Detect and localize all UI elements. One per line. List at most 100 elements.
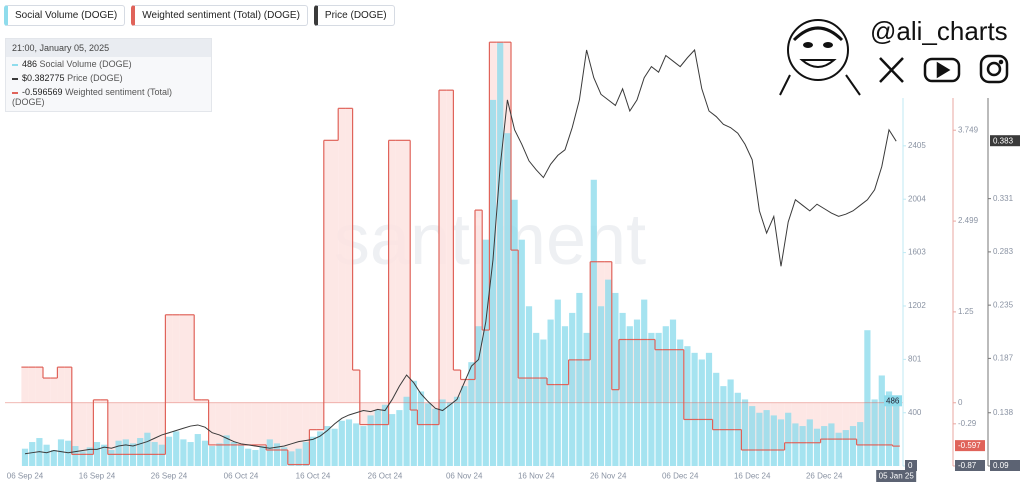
sentiment-area [849, 402, 857, 440]
sentiment-area [309, 402, 317, 430]
y-tick-label: 1202 [908, 301, 926, 310]
price-line [24, 48, 897, 455]
y-tick-label: -0.87 [958, 461, 977, 470]
volume-bar [864, 330, 871, 466]
y-tick-label: 0.331 [993, 194, 1014, 203]
sentiment-area [179, 314, 187, 403]
volume-bar [403, 396, 410, 466]
volume-bar [259, 446, 266, 466]
tooltip-name: Weighted sentiment (Total) (DOGE) [12, 87, 172, 107]
sentiment-area [331, 140, 339, 403]
volume-bar [338, 420, 345, 466]
tooltip-value: 486 [22, 59, 38, 69]
sentiment-area [136, 402, 144, 455]
legend-item[interactable]: Price (DOGE) [313, 5, 395, 26]
volume-bar [273, 443, 281, 466]
sentiment-area [403, 140, 411, 403]
volume-bar [813, 428, 821, 466]
volume-bar [893, 401, 900, 466]
volume-bar [65, 440, 72, 466]
x-tick-label: 06 Dec 24 [662, 472, 699, 481]
tooltip-swatch [12, 63, 18, 66]
sentiment-area [35, 367, 43, 403]
volume-bar [504, 133, 511, 466]
volume-bar [511, 199, 518, 466]
volume-bar [252, 450, 259, 466]
volume-bar [417, 391, 425, 466]
sentiment-area [187, 314, 195, 403]
volume-bar [727, 379, 734, 466]
sentiment-area [259, 402, 267, 445]
y-tick-label: 1.25 [958, 307, 974, 316]
volume-bar [295, 448, 302, 466]
sentiment-area [446, 90, 454, 403]
volume-bar [684, 346, 691, 466]
sentiment-area [79, 402, 87, 455]
volume-bar [770, 415, 777, 466]
volume-bar [461, 386, 468, 466]
y-tick-label: 2.499 [958, 216, 979, 225]
y-tick-label: 0.235 [993, 300, 1014, 309]
volume-bar [482, 239, 489, 466]
volume-bar [662, 326, 669, 466]
volume-bar [583, 332, 590, 466]
current-value-box [990, 135, 1020, 147]
volume-bar [396, 410, 403, 466]
volume-bar [266, 439, 273, 466]
sentiment-area [208, 402, 216, 445]
sentiment-area [143, 402, 151, 455]
volume-bar [525, 306, 533, 466]
sentiment-area [194, 399, 202, 403]
y-tick-label: 801 [908, 354, 922, 363]
volume-bar [792, 423, 799, 466]
sentiment-area [57, 367, 65, 403]
volume-bar [828, 423, 835, 466]
volume-bar [691, 352, 698, 466]
x-tick-label: 06 Nov 24 [446, 472, 483, 481]
legend-item[interactable]: Social Volume (DOGE) [4, 5, 126, 26]
sentiment-area [165, 314, 173, 403]
x-tick-label: 06 Sep 24 [7, 472, 44, 481]
volume-bar [533, 332, 540, 466]
volume-bar [93, 442, 101, 466]
tooltip-row: $0.382775 Price (DOGE) [6, 71, 211, 85]
sentiment-area [475, 210, 483, 403]
volume-bar [453, 396, 461, 466]
brand-handle: @ali_charts [870, 16, 1008, 46]
tick-box [990, 460, 1020, 471]
sentiment-area [835, 402, 843, 440]
volume-bar [381, 404, 389, 466]
volume-bar [648, 332, 655, 466]
volume-bar [57, 439, 65, 466]
sentiment-area [323, 140, 331, 403]
volume-bar [777, 419, 785, 466]
tooltip: 21:00, January 05, 2025 486 Social Volum… [5, 38, 212, 112]
volume-bar [885, 391, 893, 466]
volume-bar [468, 362, 475, 466]
sentiment-area [71, 402, 79, 455]
sentiment-area [21, 367, 29, 403]
tooltip-name: Social Volume (DOGE) [39, 59, 132, 69]
volume-bar [309, 436, 317, 466]
y-tick-label: 0.138 [993, 408, 1014, 417]
sentiment-area [172, 314, 180, 403]
volume-bar [439, 399, 446, 466]
social-icons [879, 54, 1009, 84]
volume-bar [641, 299, 648, 466]
legend-item[interactable]: Weighted sentiment (Total) (DOGE) [131, 5, 308, 26]
volume-bar [72, 446, 79, 466]
volume-bar [101, 444, 108, 466]
sentiment-area [280, 402, 288, 451]
sentiment-area [86, 402, 94, 455]
sentiment-area [395, 140, 403, 403]
sentiment-area [359, 402, 367, 425]
volume-bar [223, 435, 230, 466]
volume-bar [785, 412, 792, 466]
x-tick-label: 06 Oct 24 [224, 472, 259, 481]
volume-bar [655, 332, 662, 466]
sentiment-area [158, 402, 166, 455]
volume-bar [360, 426, 367, 466]
y-tick-label: 2004 [908, 194, 926, 203]
volume-bar [43, 444, 50, 466]
